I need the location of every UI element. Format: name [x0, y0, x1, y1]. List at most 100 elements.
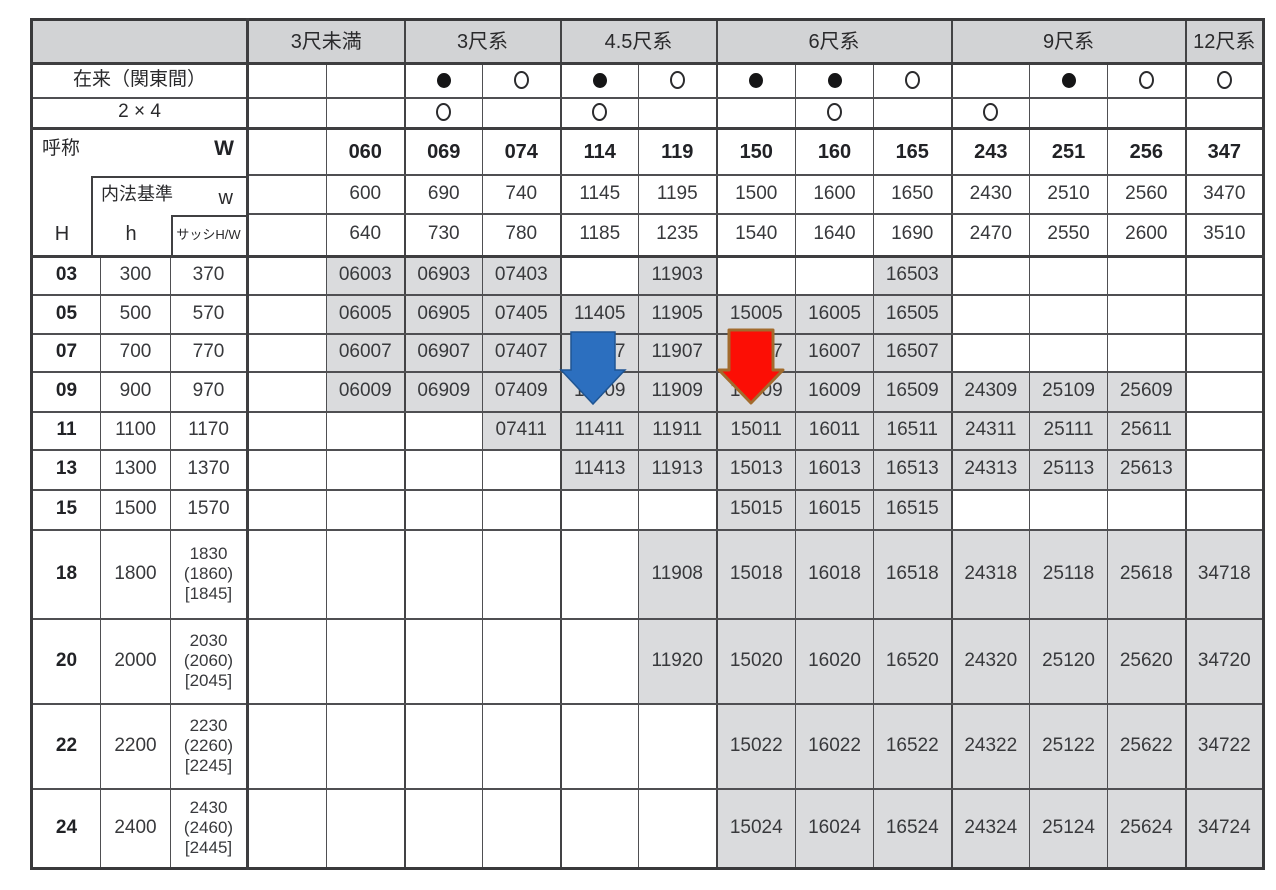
h-value-cell: 700 [100, 332, 171, 373]
open-circle-icon [1138, 71, 1154, 90]
sash-HW-value-cell: 1690 [872, 212, 953, 258]
empty-cell [638, 702, 717, 790]
product-code-cell: 25613 [1107, 448, 1187, 491]
product-code-cell: 15024 [715, 787, 796, 870]
product-code-cell: 15018 [715, 528, 796, 620]
size-table: 3尺未満 3尺系 4.5尺系 6尺系 9尺系 12尺系 在来（関東間） 2 × 4 呼称 W … [30, 18, 1266, 870]
product-code-cell: 24311 [950, 410, 1031, 451]
w-label: w [218, 187, 233, 209]
product-code-cell: 24324 [950, 787, 1031, 870]
w-value-cell: 3470 [1184, 173, 1265, 215]
product-code-cell: 07405 [482, 293, 561, 335]
filled-circle-icon [592, 72, 607, 88]
empty-cell [559, 255, 639, 296]
empty-cell [795, 255, 874, 296]
product-code-cell: 16007 [795, 332, 874, 373]
product-code-cell: 15013 [715, 448, 796, 491]
sash-step-box [171, 215, 248, 258]
open-circle-icon [1216, 71, 1232, 90]
h-value-cell: 500 [100, 293, 171, 335]
W-value-cell: 347 [1184, 127, 1265, 176]
h-value-cell: 2200 [100, 702, 171, 790]
empty-cell [326, 702, 405, 790]
product-code-cell: 24322 [950, 702, 1031, 790]
product-code-cell: 25624 [1107, 787, 1187, 870]
sash-size-cell: 370 [170, 255, 248, 296]
blank-cell [246, 617, 327, 705]
product-code-cell: 15005 [715, 293, 796, 335]
sash-HW-value-cell: 2600 [1107, 212, 1187, 258]
sash-HW-value-cell: 780 [482, 212, 561, 258]
h-value-cell: 2400 [100, 787, 171, 870]
product-code-cell: 11907 [638, 332, 717, 373]
H-code-cell: 03 [31, 255, 101, 296]
column-group-header: 12尺系 [1184, 18, 1265, 65]
empty-cell [482, 448, 561, 491]
product-code-cell: 06905 [403, 293, 483, 335]
zairai-row: 在来（関東間） [31, 62, 1265, 99]
product-code-cell: 25109 [1029, 370, 1109, 413]
blank-cell [246, 332, 327, 373]
uchinori-step-box [91, 176, 248, 258]
empty-cell [950, 488, 1031, 531]
H-code-cell: 11 [31, 410, 101, 451]
two-by-four-mark-cell [482, 96, 561, 130]
zairai-mark-cell [950, 62, 1031, 99]
filled-circle-icon [827, 72, 842, 88]
column-group-header: 4.5尺系 [559, 18, 717, 65]
W-value-cell: 243 [950, 127, 1031, 176]
product-code-cell: 06903 [403, 255, 483, 296]
product-code-cell: 16511 [872, 410, 953, 451]
product-code-cell: 16011 [795, 410, 874, 451]
w-value-cell: 1650 [872, 173, 953, 215]
product-code-cell: 16518 [872, 528, 953, 620]
h-value-cell: 2000 [100, 617, 171, 705]
column-group-header: 3尺系 [403, 18, 561, 65]
empty-cell [1184, 293, 1265, 335]
product-code-cell: 16015 [795, 488, 874, 531]
table-corner-header [31, 18, 248, 65]
product-code-cell: 11409 [559, 370, 639, 413]
size-data-row: 03 300 370 06003 06903 07403 11903 16503 [31, 255, 1265, 296]
H-code-cell: 13 [31, 448, 101, 491]
product-code-cell: 11905 [638, 293, 717, 335]
blank-cell [246, 488, 327, 531]
open-circle-icon [592, 103, 608, 122]
zairai-label: 在来（関東間） [31, 62, 248, 99]
empty-cell [1029, 255, 1109, 296]
empty-cell [715, 255, 796, 296]
product-code-cell: 16009 [795, 370, 874, 413]
product-code-cell: 34720 [1184, 617, 1265, 705]
empty-cell [1184, 255, 1265, 296]
empty-cell [559, 528, 639, 620]
blank-cell [246, 528, 327, 620]
empty-cell [403, 528, 483, 620]
H-label: H [54, 223, 70, 245]
W-value-cell: 160 [795, 127, 874, 176]
zairai-mark-cell [795, 62, 874, 99]
empty-cell [1184, 448, 1265, 491]
W-value-cell: 251 [1029, 127, 1109, 176]
sash-size-cell: 1170 [170, 410, 248, 451]
uchinori-label: 内法基準 [101, 184, 173, 204]
product-code-cell: 15011 [715, 410, 796, 451]
product-code-cell: 11405 [559, 293, 639, 335]
size-data-row: 05 500 570 06005 06905 07405 11405 11905 15005 16… [31, 293, 1265, 335]
product-code-cell: 16522 [872, 702, 953, 790]
product-code-cell: 25124 [1029, 787, 1109, 870]
empty-cell [326, 448, 405, 491]
product-code-cell: 16513 [872, 448, 953, 491]
product-code-cell: 06005 [326, 293, 405, 335]
blank-cell [246, 293, 327, 335]
empty-cell [950, 293, 1031, 335]
blank-cell [246, 127, 327, 176]
size-data-row: 13 1300 1370 11413 11913 15013 16013 16513 24313… [31, 448, 1265, 491]
H-code-cell: 20 [31, 617, 101, 705]
h-value-cell: 300 [100, 255, 171, 296]
empty-cell [638, 787, 717, 870]
sash-size-cell: 2230 (2260) [2245] [170, 702, 248, 790]
product-code-cell: 16022 [795, 702, 874, 790]
empty-cell [559, 488, 639, 531]
two-by-four-mark-cell [715, 96, 796, 130]
sash-HW-value-cell: 730 [403, 212, 483, 258]
